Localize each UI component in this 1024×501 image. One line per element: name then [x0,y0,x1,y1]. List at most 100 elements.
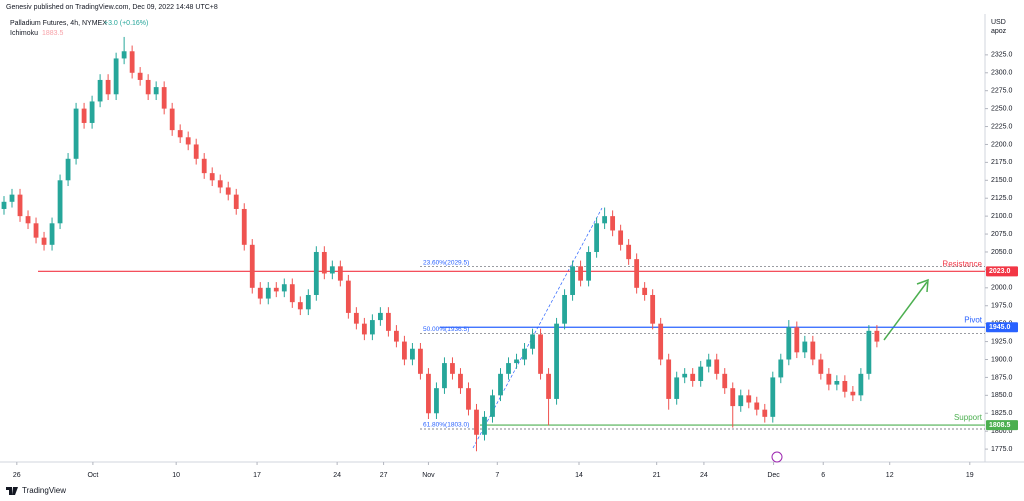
candle-body [17,194,23,217]
candle-body [474,409,479,435]
brand: TradingView [22,486,66,495]
candle-body [674,377,680,399]
candle-body [794,327,800,353]
candle-body [666,359,672,399]
candle-body [25,216,31,224]
candle-body [57,180,63,224]
candle-body [369,320,375,335]
y-tick-label: 1975.0 [991,303,1013,310]
candle-body [193,144,199,159]
candle-body [546,373,551,399]
fib-label: 23.60%(2029.5) [423,259,469,266]
candle-body [177,130,183,138]
candle-body [418,348,423,374]
candle-body [410,348,415,360]
candle-body [690,373,696,382]
candle-body [209,173,215,181]
candle-body [185,137,191,145]
candle-body [626,244,632,260]
forecast-arrow [883,278,929,341]
candle-body [850,391,856,396]
candle-body [153,87,159,95]
candle-body [810,341,816,360]
candle-body [169,108,175,131]
candle-body [289,284,295,303]
candle-body [778,359,784,378]
candle-body [105,79,111,95]
candle-body [522,348,527,360]
candle-body [1,201,7,209]
candle-body [786,327,792,360]
level-name: Pivot [964,315,983,324]
candle-body [97,79,103,102]
price-label: 1808.5 [989,422,1011,429]
candle-body [802,341,808,353]
candle-body [137,72,143,80]
candle-body [826,373,832,385]
price-label-box [986,266,1018,277]
candle-body [866,330,872,374]
candle-body [842,381,848,392]
candle-body [642,287,648,295]
candle-body [33,223,39,238]
y-tick-label: 2300.0 [991,70,1013,77]
candle-body [858,373,864,396]
candle-body [442,363,447,389]
fib-label: 50.00%(1936.5) [423,326,469,333]
candle-body [874,330,880,342]
candle-body [201,158,207,174]
candle-body [538,334,543,374]
x-tick-label: 24 [333,472,341,479]
event-marker [771,451,783,463]
candle-body [634,259,640,288]
candle-body [650,294,656,324]
candle-body [458,373,463,389]
candle-body [466,388,471,410]
candle-body [490,395,495,417]
candle-body [297,302,303,310]
candle-body [345,280,351,313]
y-tick-label: 2325.0 [991,52,1013,59]
candle-body [562,294,567,324]
price-label-box [986,420,1018,431]
fib-label: 61.80%(1803.0) [423,422,469,429]
candle-body [161,87,167,109]
candle-body [554,323,559,399]
y-tick-label: 2250.0 [991,105,1013,112]
x-tick-label: 7 [495,472,499,479]
candle-body [361,323,367,335]
y-tick-label: 1875.0 [991,374,1013,381]
x-tick-label: 6 [821,472,825,479]
candle-body [321,251,327,274]
candle-body [129,51,135,73]
candle-body [530,334,535,349]
candle-body [746,395,752,403]
candle-body [586,251,591,281]
x-tick-label: Oct [87,472,98,479]
y-tick-label: 2125.0 [991,195,1013,202]
candle-body [113,58,119,95]
arrow-head [916,278,929,293]
candle-body [273,287,279,292]
level-name: Support [954,413,983,422]
candle-body [618,230,624,245]
x-tick-label: 14 [575,472,583,479]
unit: apoz [991,28,1007,35]
candle-body [73,108,79,159]
candle-body [834,381,840,385]
currency: USD [991,19,1006,26]
candle-body [514,359,519,364]
x-tick-label: 19 [966,472,974,479]
indicator: Ichimoku [10,30,38,37]
candle-body [730,388,736,407]
candle-body [714,359,720,374]
y-tick-label: 2100.0 [991,213,1013,220]
x-tick-label: 10 [172,472,180,479]
x-tick-label: 26 [13,472,21,479]
price-label-box [986,322,1018,333]
candle-body [65,158,71,181]
x-tick-label: 12 [886,472,894,479]
candle-body [754,402,760,410]
candle-body [770,377,776,417]
candle-body [506,363,511,374]
